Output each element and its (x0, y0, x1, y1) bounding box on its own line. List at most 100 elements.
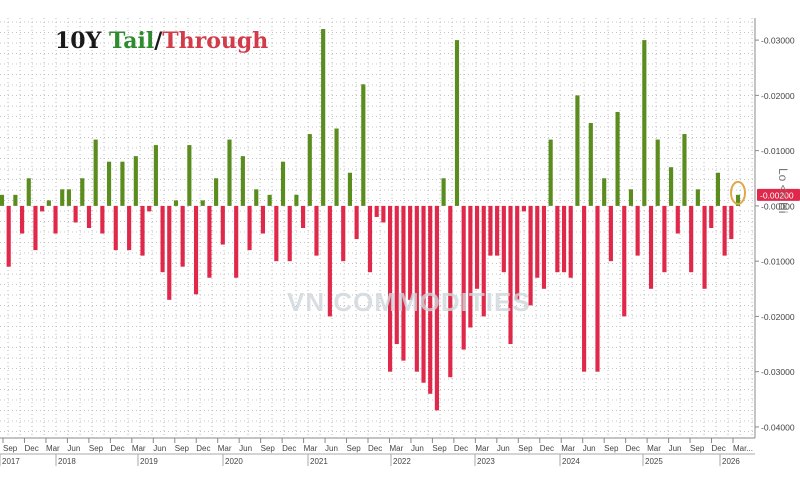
chart-bar (287, 205, 292, 262)
chart-bar (73, 205, 78, 223)
y-tick-label: -0.04000 (761, 422, 795, 432)
chart-bar (441, 178, 446, 206)
x-year-label: 2021 (310, 457, 328, 466)
x-tick-label: Mar (647, 444, 661, 453)
y-tick-label: -0.01000 (761, 257, 795, 267)
chart-bar (715, 172, 721, 206)
chart-bar (314, 205, 319, 256)
chart-bar (247, 205, 252, 251)
x-tick-label: Jun (583, 444, 596, 453)
chart-bar (327, 205, 332, 317)
chart-bar (6, 205, 11, 267)
x-tick-label: Dec (368, 444, 382, 453)
x-year-label: 2020 (225, 457, 243, 466)
x-tick-label: Jun (239, 444, 252, 453)
chart-bar (628, 189, 634, 206)
chart-bar (19, 205, 25, 234)
x-tick-label: Sep (175, 444, 190, 453)
chart-bar (26, 178, 31, 206)
chart-bar (147, 205, 152, 212)
chart-bar (622, 205, 627, 317)
chart-bar (468, 205, 473, 328)
chart-bar (401, 205, 406, 361)
x-year-label: 2023 (477, 457, 495, 466)
chart-bar (187, 145, 192, 206)
chart-bar (33, 205, 38, 251)
x-tick-label: Dec (540, 444, 554, 453)
chart-bar (173, 200, 179, 206)
chart-bar (602, 178, 607, 206)
chart-bar (354, 205, 359, 240)
chart-title: 10Y Tail/Through (55, 28, 268, 54)
chart-bar (80, 178, 85, 206)
chart-bar (635, 205, 640, 256)
chart-bar (180, 205, 185, 267)
x-tick-label: Jun (325, 444, 338, 453)
chart-bar (702, 205, 707, 289)
x-year-label: 2019 (140, 457, 158, 466)
last-value-highlight (730, 180, 746, 205)
chart-bar (374, 205, 379, 217)
chart-bar (160, 205, 165, 273)
chart-bar (575, 95, 580, 206)
chart-bar (428, 205, 433, 394)
x-year-label: 2025 (645, 457, 663, 466)
chart-bar (307, 134, 312, 206)
chart-bar (254, 189, 259, 206)
chart-bar (541, 205, 547, 289)
chart-bar (361, 84, 366, 206)
chart-bar (588, 123, 593, 206)
chart-bar (608, 205, 613, 262)
watermark: VN COMMODITIES (287, 287, 531, 317)
x-tick-label: Mar (389, 444, 403, 453)
title-tail: Tail (109, 28, 155, 54)
chart-bar (669, 167, 674, 206)
chart-bar (280, 161, 286, 206)
chart-bar (729, 205, 734, 240)
x-tick-label: Mar (132, 444, 146, 453)
chart-bar (555, 205, 560, 273)
x-tick-label: Jun (411, 444, 424, 453)
chart-bar (13, 194, 18, 206)
title-main: 10Y (55, 28, 102, 54)
chart-bar (367, 205, 373, 273)
chart-bar (193, 205, 199, 295)
chart-bar (86, 205, 92, 228)
chart-bar (60, 189, 65, 206)
x-tick-label: Dec (712, 444, 726, 453)
chart-bar (722, 205, 727, 256)
last-value-badge (757, 188, 800, 201)
chart-bar (227, 139, 232, 206)
x-year-label: 2022 (393, 457, 411, 466)
chart-bar (234, 205, 239, 278)
chart-bar (508, 205, 513, 345)
chart-bar (140, 205, 145, 256)
chart-bar (153, 145, 158, 206)
chart-bar (689, 205, 694, 273)
chart-bar (394, 205, 399, 345)
x-tick-label: Sep (432, 444, 447, 453)
chart-bar (334, 128, 339, 206)
chart-bar (220, 205, 225, 245)
x-tick-label: Sep (604, 444, 619, 453)
x-tick-label: Jun (669, 444, 682, 453)
x-tick-label: Dec (282, 444, 296, 453)
chart-bar (214, 178, 219, 206)
chart-bar (321, 29, 326, 206)
chart-bar (260, 205, 266, 234)
chart-bar (568, 205, 573, 278)
x-tick-label: Sep (261, 444, 276, 453)
chart-bar (648, 205, 654, 289)
x-tick-label: Dec (196, 444, 210, 453)
chart-bar (461, 205, 466, 350)
chart-bar (434, 205, 439, 411)
x-year-label: 2024 (562, 457, 580, 466)
y-tick-label: -0.03000 (761, 36, 795, 46)
chart-bar (133, 156, 138, 206)
chart-bar (267, 194, 272, 206)
chart-bar (735, 194, 741, 206)
chart-bar (207, 205, 212, 278)
x-tick-label: Mar (304, 444, 318, 453)
